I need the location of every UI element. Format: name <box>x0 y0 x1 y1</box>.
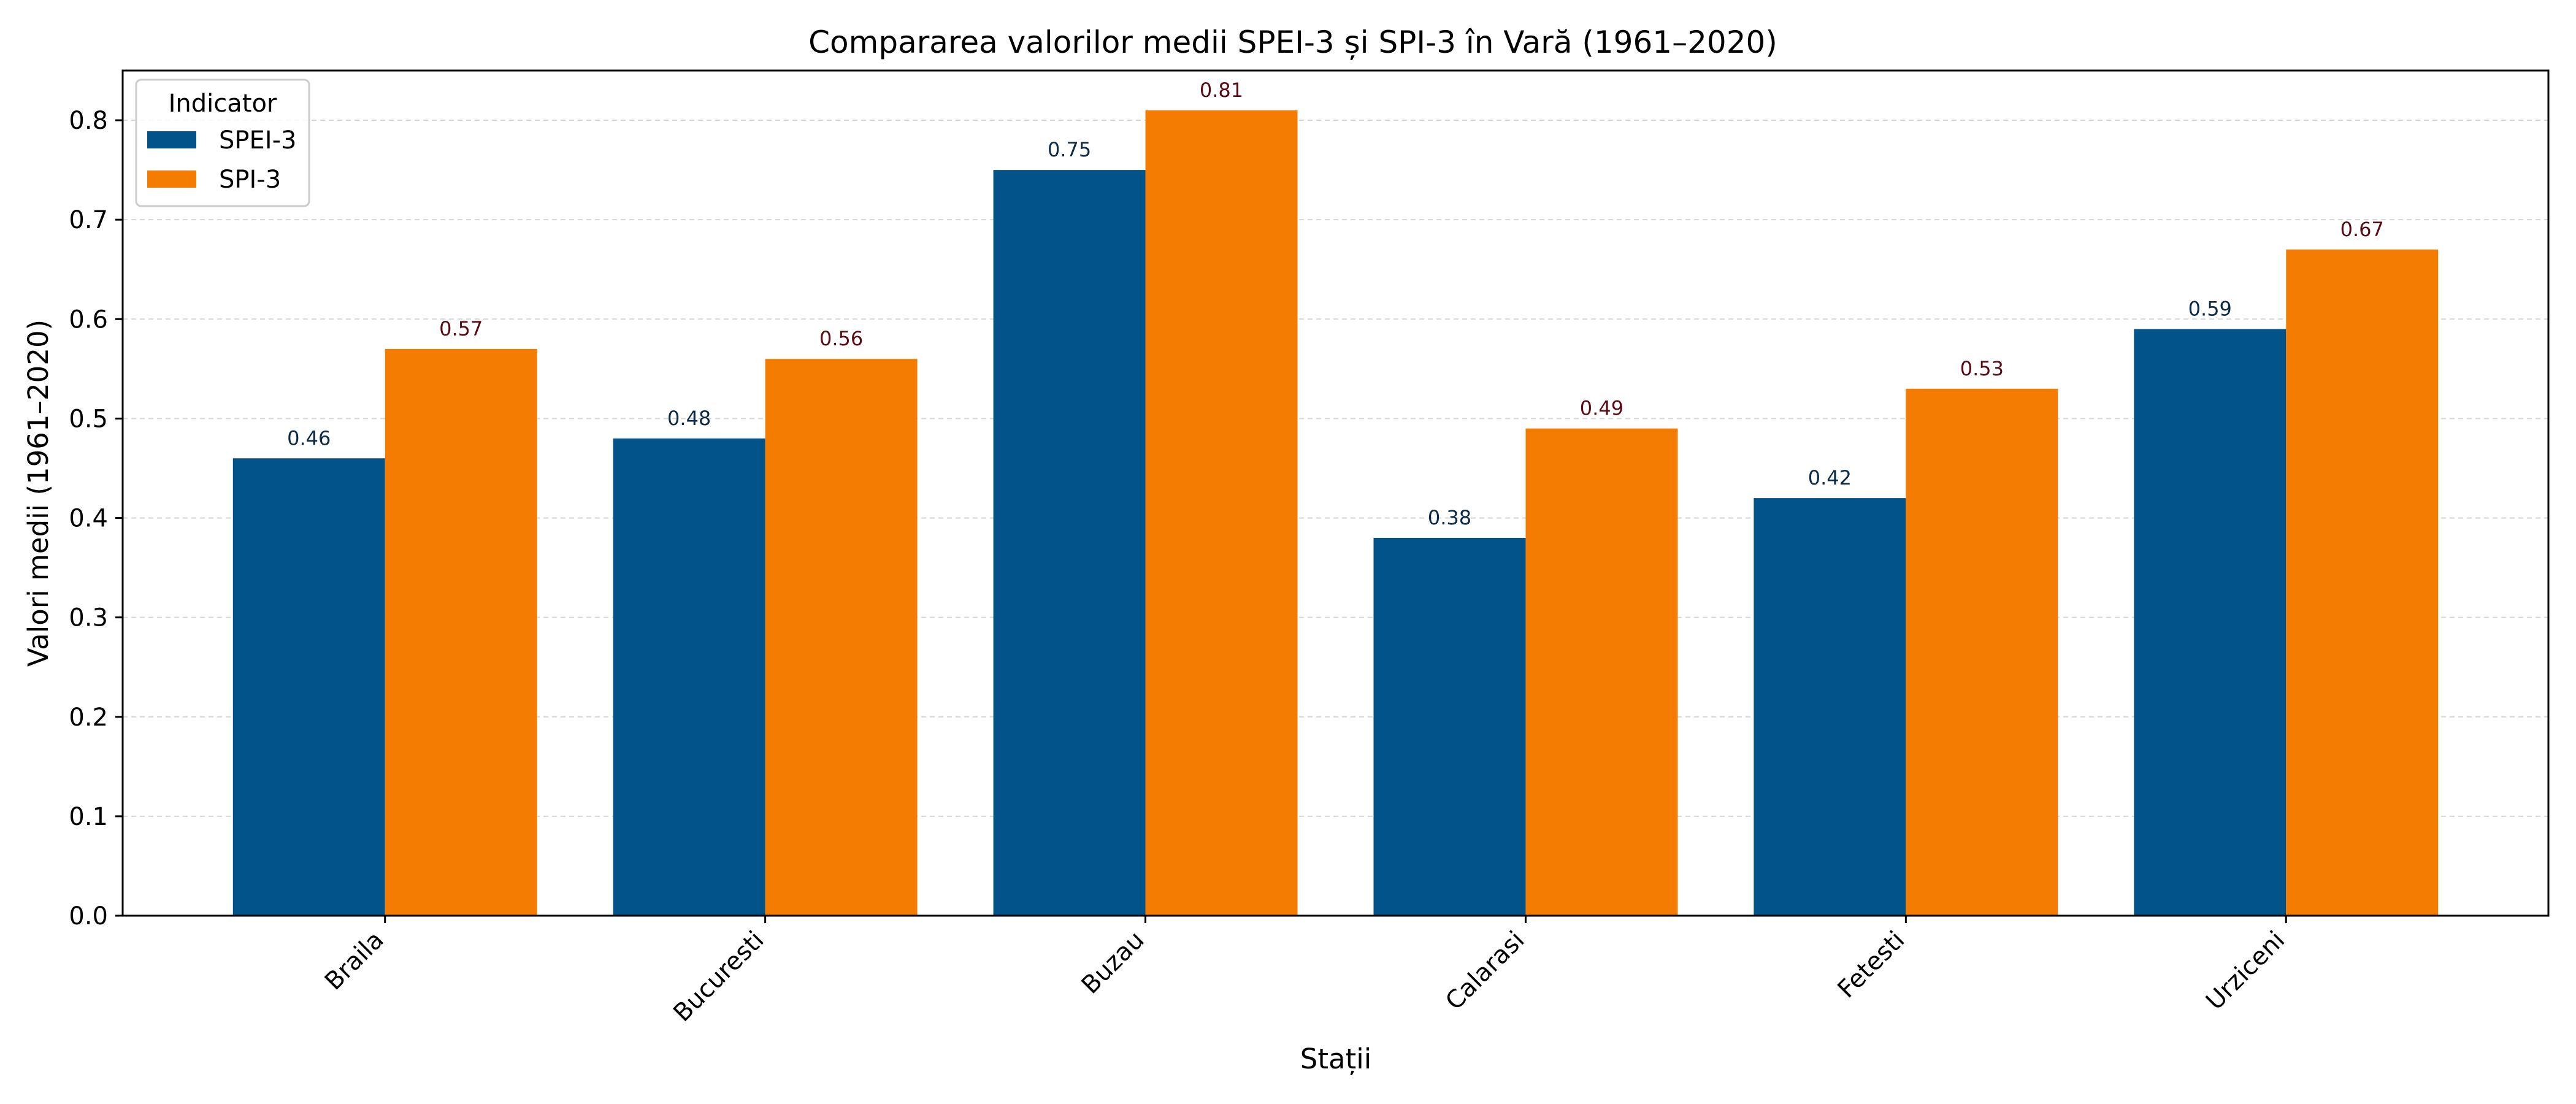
bar-spi-3 <box>2286 249 2439 916</box>
bar-value-label: 0.38 <box>1428 506 1471 529</box>
y-tick-label: 0.0 <box>69 902 108 930</box>
bar-spei-3 <box>1754 498 1906 916</box>
bars <box>232 110 2439 916</box>
legend-label: SPEI-3 <box>219 126 296 155</box>
chart-title: Compararea valorilor medii SPEI-3 și SPI… <box>808 25 1777 60</box>
y-tick-label: 0.6 <box>69 305 108 334</box>
y-tick-label: 0.2 <box>69 703 108 732</box>
legend-label: SPI-3 <box>219 166 281 194</box>
bar-value-label: 0.59 <box>2188 297 2232 321</box>
bar-labels: 0.46 0.57 0.48 0.56 0.75 0.81 0.38 0.49 0.42 0.53… <box>287 79 2384 529</box>
legend: Indicator SPEI-3 SPI-3 <box>135 79 310 207</box>
bar-value-label: 0.75 <box>1048 138 1091 161</box>
y-axis-title: Valori medii (1961–2020) <box>22 320 55 667</box>
y-tick-label: 0.1 <box>69 803 108 831</box>
bar-value-label: 0.49 <box>1580 397 1623 420</box>
bar-value-label: 0.46 <box>287 426 331 450</box>
bar-value-label: 0.42 <box>1808 466 1852 489</box>
y-tick-label: 0.3 <box>69 604 108 632</box>
bar-spei-3 <box>613 438 765 916</box>
bar-spei-3 <box>993 170 1146 916</box>
bar-value-label: 0.53 <box>1960 357 2004 380</box>
bar-value-label: 0.48 <box>667 407 711 430</box>
y-tick-label: 0.5 <box>69 405 108 433</box>
legend-swatch-spei-3 <box>147 131 196 148</box>
bar-spei-3 <box>232 458 385 916</box>
y-axis: 0.0 0.1 0.2 0.3 0.4 0.5 0.6 0.7 0.8 <box>69 107 123 930</box>
bar-spi-3 <box>765 359 918 916</box>
plot-frame <box>121 69 2550 917</box>
bar-spei-3 <box>2134 329 2287 916</box>
bar-spi-3 <box>1525 428 1678 916</box>
bar-spi-3 <box>1906 388 2058 916</box>
bar-spi-3 <box>1145 110 1298 916</box>
bar-spei-3 <box>1373 537 1526 916</box>
legend-title: Indicator <box>169 90 277 118</box>
y-tick-label: 0.4 <box>69 505 108 533</box>
x-axis-title: Stații <box>1300 1043 1371 1075</box>
bar-value-label: 0.67 <box>2340 218 2384 241</box>
y-tick-label: 0.8 <box>69 107 108 135</box>
bar-spi-3 <box>385 348 537 916</box>
bar-value-label: 0.57 <box>439 317 483 340</box>
bar-value-label: 0.56 <box>819 327 863 350</box>
legend-swatch-spi-3 <box>147 171 196 188</box>
bar-value-label: 0.81 <box>1200 79 1243 102</box>
y-tick-label: 0.7 <box>69 206 108 234</box>
